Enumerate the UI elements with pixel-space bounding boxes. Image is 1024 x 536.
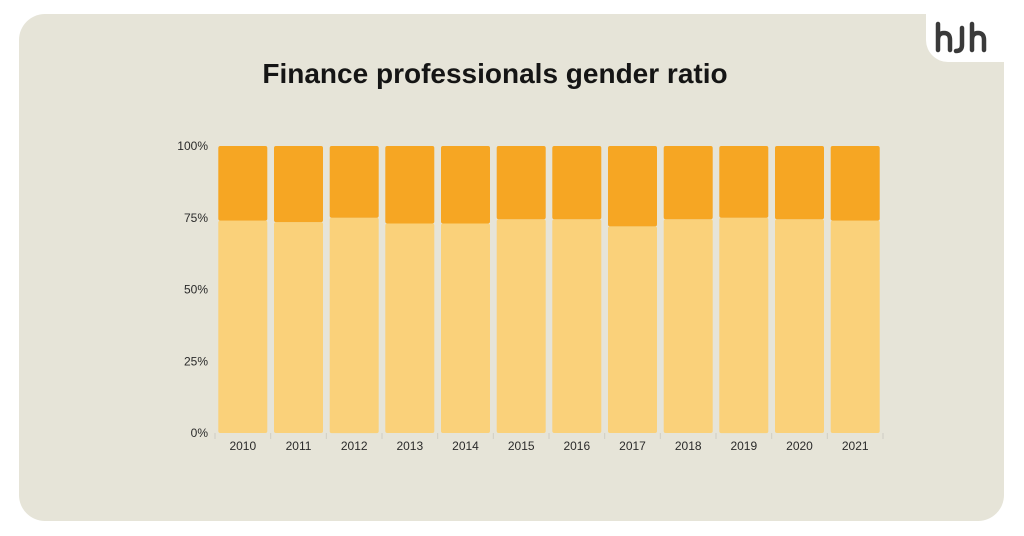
- bar-2018-segment-2: [663, 146, 713, 220]
- bar-2011-segment-1: [274, 222, 323, 433]
- bar-2014-segment-1: [441, 223, 490, 433]
- bar-2010-segment-2: [218, 146, 268, 221]
- bar-2017-segment-2: [608, 146, 657, 227]
- bar-2014-segment-2: [441, 146, 490, 224]
- y-tick-label: 0%: [191, 426, 209, 440]
- chart-title: Finance professionals gender ratio: [262, 58, 728, 89]
- x-tick-label: 2018: [675, 439, 702, 453]
- bar-2021-segment-1: [830, 220, 880, 433]
- bar-2011-segment-2: [274, 146, 323, 223]
- y-tick-label: 50%: [184, 283, 208, 297]
- bar-2016-segment-1: [552, 219, 602, 433]
- bar-2016-segment-2: [552, 146, 602, 220]
- bar-2010-segment-1: [218, 220, 268, 433]
- bar-2019-segment-2: [719, 146, 769, 218]
- bar-2013-segment-2: [385, 146, 435, 224]
- bar-2012-segment-1: [329, 217, 379, 434]
- x-tick-label: 2010: [229, 439, 256, 453]
- x-tick-label: 2013: [396, 439, 423, 453]
- bar-2020-segment-2: [775, 146, 824, 220]
- x-tick-label: 2015: [508, 439, 535, 453]
- x-tick-label: 2016: [563, 439, 590, 453]
- bar-2012-segment-2: [329, 146, 379, 218]
- bar-2018-segment-1: [663, 219, 713, 433]
- bar-2015-segment-1: [496, 219, 546, 433]
- x-tick-label: 2020: [786, 439, 813, 453]
- x-tick-label: 2011: [286, 439, 312, 453]
- x-tick-label: 2017: [619, 439, 646, 453]
- bar-2015-segment-2: [496, 146, 546, 220]
- x-tick-label: 2012: [341, 439, 368, 453]
- bar-2020-segment-1: [775, 219, 824, 433]
- y-tick-label: 25%: [184, 354, 208, 368]
- bar-2017-segment-1: [608, 226, 657, 433]
- logo-tab: [926, 14, 1004, 62]
- hjh-logo: [935, 21, 987, 54]
- bar-2013-segment-1: [385, 223, 435, 433]
- y-tick-label: 75%: [184, 211, 208, 225]
- y-tick-label: 100%: [177, 139, 208, 153]
- bar-2021-segment-2: [830, 146, 880, 221]
- x-tick-label: 2021: [842, 439, 869, 453]
- x-tick-label: 2014: [452, 439, 479, 453]
- bar-2019-segment-1: [719, 217, 769, 434]
- x-tick-label: 2019: [730, 439, 757, 453]
